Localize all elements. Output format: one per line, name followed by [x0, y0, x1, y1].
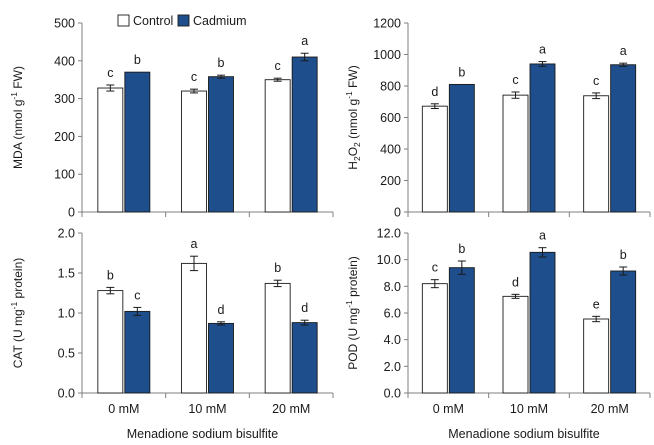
y-tick-label: 1.0 [58, 307, 75, 321]
bar-control-2 [181, 262, 207, 394]
bar-cadmium-2 [529, 63, 556, 213]
y-tick-label: 0.5 [58, 347, 75, 361]
legend-swatch-control [117, 14, 130, 27]
significance-letter: a [191, 237, 198, 251]
y-axis-title: H2O2 (nmol g-1 FW) [344, 65, 362, 169]
bar-cadmium-1 [124, 71, 151, 213]
y-tick-label: 0.0 [384, 387, 401, 401]
legend-swatch-cadmium [177, 14, 190, 27]
bar-control-3 [583, 318, 610, 394]
legend-label-control: Control [133, 14, 173, 28]
significance-letter: b [620, 248, 627, 262]
significance-letter: b [458, 65, 465, 79]
significance-letter: c [107, 66, 113, 80]
x-tick-label: 10 mM [510, 402, 548, 416]
significance-letter: d [301, 301, 308, 315]
bar-control-2 [502, 295, 529, 394]
y-tick-label: 0.0 [58, 387, 75, 401]
significance-letter: b [218, 56, 225, 70]
bar-cadmium-1 [448, 83, 475, 213]
significance-letter: c [593, 74, 599, 88]
y-axis-title: POD (U mg-1 protein) [344, 256, 360, 370]
significance-letter: b [274, 261, 281, 275]
x-tick-label: 0 mM [433, 402, 464, 416]
bar-cadmium-3 [610, 64, 637, 213]
x-tick-label: 20 mM [591, 402, 629, 416]
bar-control-3 [583, 95, 610, 213]
y-tick-label: 4.0 [384, 333, 401, 347]
bar-cadmium-1 [448, 267, 475, 394]
bar-cadmium-2 [208, 76, 234, 213]
bar-control-1 [421, 105, 448, 213]
bar-cadmium-2 [208, 322, 234, 394]
bar-cadmium-2 [529, 251, 556, 394]
y-tick-label: 12.0 [377, 227, 401, 241]
x-tick-label: 20 mM [272, 402, 310, 416]
chart-panel-2: 0 200 400 600 800 1000 1200 d b c a c a H2O2 (nmol g-… [344, 17, 651, 220]
x-tick-label: 0 mM [108, 402, 139, 416]
bar-cadmium-3 [610, 270, 637, 394]
significance-letter: a [539, 229, 546, 243]
y-tick-label: 0 [68, 206, 75, 220]
y-tick-label: 1000 [373, 48, 401, 62]
x-tick-label: 10 mM [188, 402, 226, 416]
y-tick-label: 1200 [373, 17, 401, 31]
chart-panel-4: 0.0 2.0 4.0 6.0 8.0 10.0 12.0 c b 0 mM d a 10 mM e b 20… [344, 227, 651, 441]
significance-letter: b [134, 53, 141, 67]
y-tick-label: 500 [54, 17, 75, 31]
significance-letter: c [275, 59, 281, 73]
y-tick-label: 6.0 [384, 307, 401, 321]
significance-letter: c [134, 288, 140, 302]
y-tick-label: 800 [380, 80, 401, 94]
bar-cadmium-1 [124, 310, 151, 394]
significance-letter: e [593, 297, 600, 311]
x-axis-title: Menadione sodium bisulfite [127, 427, 279, 441]
bar-control-3 [264, 79, 291, 213]
y-axis-title: MDA (nmol g-1 FW) [9, 66, 25, 169]
y-tick-label: 0 [394, 206, 401, 220]
y-tick-label: 8.0 [384, 280, 401, 294]
bar-control-2 [502, 94, 529, 213]
significance-letter: a [301, 34, 308, 48]
chart-panel-1: 0 100 200 300 400 500 c b c b c a MDA (nmol g-1 FW) [9, 17, 334, 220]
y-tick-label: 100 [54, 168, 75, 182]
significance-letter: a [539, 43, 546, 57]
bar-control-1 [97, 290, 124, 394]
significance-letter: d [218, 303, 225, 317]
significance-letter: c [512, 73, 518, 87]
y-tick-label: 600 [380, 111, 401, 125]
bar-cadmium-3 [291, 56, 318, 213]
bar-control-1 [97, 87, 124, 213]
y-tick-label: 10.0 [377, 253, 401, 267]
significance-letter: b [107, 268, 114, 282]
y-tick-label: 2.0 [384, 360, 401, 374]
y-tick-label: 300 [54, 92, 75, 106]
chart-panel-3: 0.0 0.5 1.0 1.5 2.0 b c 0 mM a d 10 mM b d 20 mM Menad… [9, 227, 334, 441]
x-axis-title: Menadione sodium bisulfite [448, 427, 600, 441]
significance-letter: a [620, 44, 627, 58]
significance-letter: d [512, 275, 519, 289]
legend-label-cadmium: Cadmium [193, 14, 247, 28]
significance-letter: c [191, 70, 197, 84]
y-tick-label: 400 [380, 143, 401, 157]
y-tick-label: 1.5 [58, 267, 75, 281]
y-tick-label: 2.0 [58, 227, 75, 241]
y-tick-label: 200 [380, 174, 401, 188]
bar-control-1 [421, 283, 448, 394]
y-tick-label: 400 [54, 54, 75, 68]
legend: Control Cadmium [117, 14, 247, 28]
bar-control-2 [181, 90, 207, 213]
significance-letter: d [431, 85, 438, 99]
significance-letter: c [432, 261, 438, 275]
y-axis-title: CAT (U mg-1 protein) [9, 258, 25, 369]
bar-cadmium-3 [291, 322, 318, 394]
y-tick-label: 200 [54, 130, 75, 144]
bar-control-3 [264, 282, 291, 394]
significance-letter: b [458, 242, 465, 256]
